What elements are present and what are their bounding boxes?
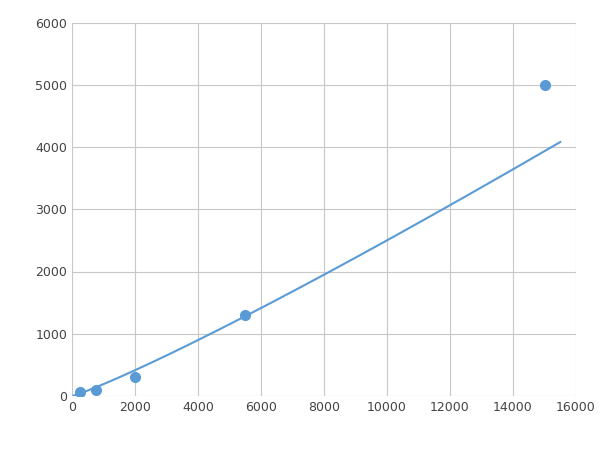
Point <box>75 389 85 396</box>
Point <box>91 386 100 393</box>
Point <box>130 374 140 381</box>
Point <box>241 311 250 319</box>
Point <box>540 81 550 88</box>
